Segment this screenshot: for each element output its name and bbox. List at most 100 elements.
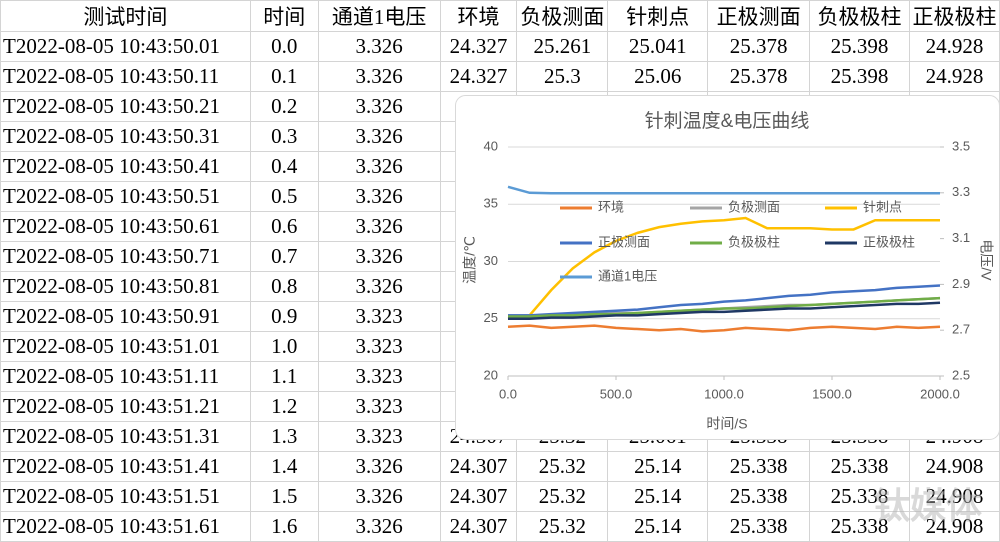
cell: 25.041 <box>607 31 709 62</box>
y-tick-label: 30 <box>484 253 498 268</box>
row: T2022-08-05 10:43:51.61 1.6 3.326 24.307 25.… <box>0 511 1000 542</box>
y-tick-label: 40 <box>484 138 498 153</box>
cell: 25.378 <box>707 61 811 92</box>
cell: 24.307 <box>439 511 518 542</box>
cell: T2022-08-05 10:43:51.21 <box>0 391 251 422</box>
legend-label: 针刺点 <box>863 199 902 214</box>
cell: 负极极柱 <box>809 0 910 32</box>
cell: 25.338 <box>809 451 910 482</box>
cell: 3.326 <box>317 511 441 542</box>
series-line <box>508 284 941 317</box>
y2-axis-title: 电压/V <box>978 239 994 281</box>
cell: T2022-08-05 10:43:51.51 <box>0 481 251 512</box>
cell: T2022-08-05 10:43:51.41 <box>0 451 251 482</box>
cell: 通道1电压 <box>317 0 441 32</box>
cell: 24.908 <box>908 451 1000 482</box>
cell: T2022-08-05 10:43:50.91 <box>0 301 251 332</box>
cell: 3.326 <box>317 181 441 212</box>
cell: 正极测面 <box>707 0 811 32</box>
cell: T2022-08-05 10:43:51.01 <box>0 331 251 362</box>
cell: 25.14 <box>607 511 709 542</box>
cell: T2022-08-05 10:43:50.51 <box>0 181 251 212</box>
cell: 0.2 <box>249 91 319 122</box>
x-tick-label: 1500.0 <box>812 386 852 401</box>
cell: 时间 <box>249 0 319 32</box>
cell: 3.326 <box>317 241 441 272</box>
cell: 3.326 <box>317 91 441 122</box>
cell: 3.326 <box>317 61 441 92</box>
y-tick-label: 25 <box>484 310 498 325</box>
legend-label: 通道1电压 <box>598 268 657 283</box>
cell: 1.2 <box>249 391 319 422</box>
x-tick-label: 0.0 <box>499 386 517 401</box>
row: T2022-08-05 10:43:51.41 1.4 3.326 24.307 25.… <box>0 451 1000 482</box>
y2-tick-label: 2.9 <box>952 276 970 291</box>
cell: 3.323 <box>317 301 441 332</box>
cell: 1.6 <box>249 511 319 542</box>
series-line <box>508 296 941 318</box>
cell: T2022-08-05 10:43:51.11 <box>0 361 251 392</box>
cell: 25.338 <box>809 511 910 542</box>
cell: 0.1 <box>249 61 319 92</box>
cell: 0.0 <box>249 31 319 62</box>
cell: 25.378 <box>707 31 811 62</box>
cell: 25.398 <box>809 31 910 62</box>
cell: 24.928 <box>908 31 1000 62</box>
legend-label: 环境 <box>598 199 624 214</box>
cell: 25.338 <box>707 451 811 482</box>
cell: 24.908 <box>908 481 1000 512</box>
cell: T2022-08-05 10:43:51.31 <box>0 421 251 452</box>
legend-label: 负极极柱 <box>728 234 780 249</box>
y-tick-label: 20 <box>484 367 498 382</box>
cell: 0.9 <box>249 301 319 332</box>
cell: 25.14 <box>607 481 709 512</box>
y-tick-label: 35 <box>484 196 498 211</box>
x-tick-label: 2000.0 <box>920 386 960 401</box>
cell: 3.326 <box>317 481 441 512</box>
cell: 1.0 <box>249 331 319 362</box>
cell: 3.326 <box>317 451 441 482</box>
chart-title: 针刺温度&电压曲线 <box>645 110 810 132</box>
cell: 25.32 <box>516 481 609 512</box>
series-line <box>508 301 941 320</box>
cell: 1.4 <box>249 451 319 482</box>
cell: 25.261 <box>516 31 609 62</box>
cell: 环境 <box>439 0 518 32</box>
chart: 针刺温度&电压曲线 时间/S 温度/℃ 电压/V 20 25 30 35 40 2.5 2.… <box>455 95 1000 440</box>
row: T2022-08-05 10:43:50.11 0.1 3.326 24.327 25.… <box>0 61 1000 92</box>
cell: 3.323 <box>317 331 441 362</box>
cell: 24.307 <box>439 451 518 482</box>
cell: 3.323 <box>317 421 441 452</box>
y2-tick-label: 3.1 <box>952 230 970 245</box>
legend-label: 正极极柱 <box>863 234 915 249</box>
cell: 3.326 <box>317 31 441 62</box>
cell: 负极测面 <box>516 0 609 32</box>
cell: 24.307 <box>439 481 518 512</box>
x-axis-title: 时间/S <box>706 416 747 432</box>
cell: 24.327 <box>439 31 518 62</box>
cell: 25.338 <box>809 481 910 512</box>
cell: 3.326 <box>317 211 441 242</box>
watermark: 钛媒体 <box>873 486 982 527</box>
cell: 0.4 <box>249 151 319 182</box>
cell: 0.6 <box>249 211 319 242</box>
row: T2022-08-05 10:43:50.01 0.0 3.326 24.327 25.… <box>0 31 1000 62</box>
cell: 25.14 <box>607 451 709 482</box>
cell: 测试时间 <box>0 0 251 32</box>
cell: 3.323 <box>317 361 441 392</box>
x-tick-label: 1000.0 <box>704 386 744 401</box>
row: T2022-08-05 10:43:51.51 1.5 3.326 24.307 25.… <box>0 481 1000 512</box>
cell: 0.7 <box>249 241 319 272</box>
cell: T2022-08-05 10:43:50.81 <box>0 271 251 302</box>
series-line <box>507 216 940 320</box>
y2-tick-label: 3.3 <box>952 184 970 199</box>
cell: 0.8 <box>249 271 319 302</box>
y2-tick-label: 2.5 <box>952 367 970 382</box>
series-line <box>507 185 940 195</box>
cell: T2022-08-05 10:43:50.41 <box>0 151 251 182</box>
cell: 3.326 <box>317 271 441 302</box>
series-line <box>507 324 941 333</box>
cell: 25.32 <box>516 511 609 542</box>
cell: 1.1 <box>249 361 319 392</box>
